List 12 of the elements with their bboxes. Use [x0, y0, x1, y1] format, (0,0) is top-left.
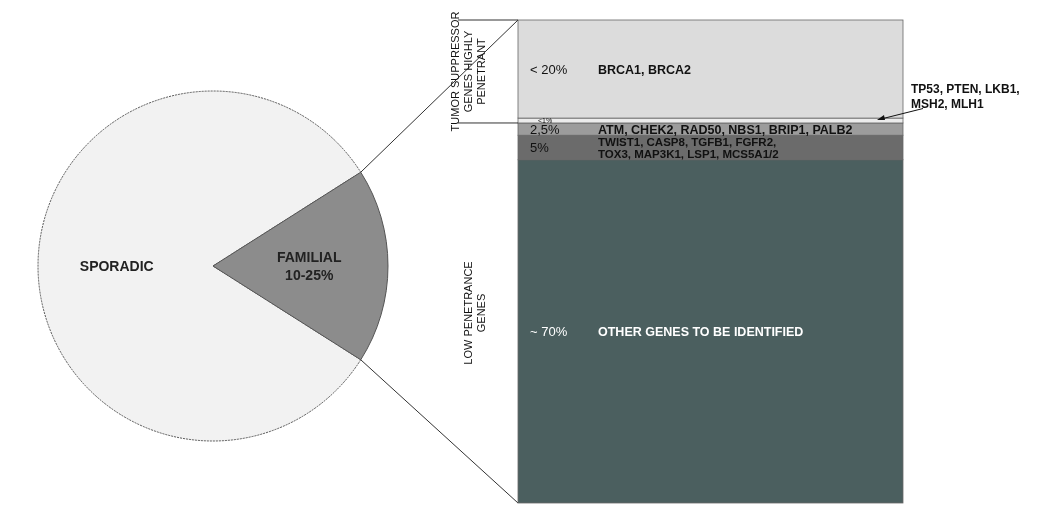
data-label: < 20% [530, 61, 568, 77]
text: LOW PENETRANCE GENES [462, 261, 487, 365]
data-label: ~ 70% [530, 323, 568, 339]
slice-label: FAMILIAL 10-25% [276, 249, 342, 283]
text: TUMOR SUPPRESSOR GENES HIGHLY PENETRANT [449, 11, 487, 132]
series-label: TP53, PTEN, LKB1, MSH2, MLH1 [911, 81, 1020, 111]
slice-label: SPORADIC [79, 258, 154, 274]
series-label: ATM, CHEK2, RAD50, NBS1, BRIP1, PALB2 [598, 122, 853, 137]
series-label: OTHER GENES TO BE IDENTIFIED [598, 324, 804, 339]
series-label: TWIST1, CASP8, TGFB1, FGFR2, TOX3, MAP3K1, LSP1, MCS5A1/2 [598, 135, 779, 160]
data-label: 5% [530, 140, 550, 156]
series-label: BRCA1, BRCA2 [598, 62, 692, 77]
